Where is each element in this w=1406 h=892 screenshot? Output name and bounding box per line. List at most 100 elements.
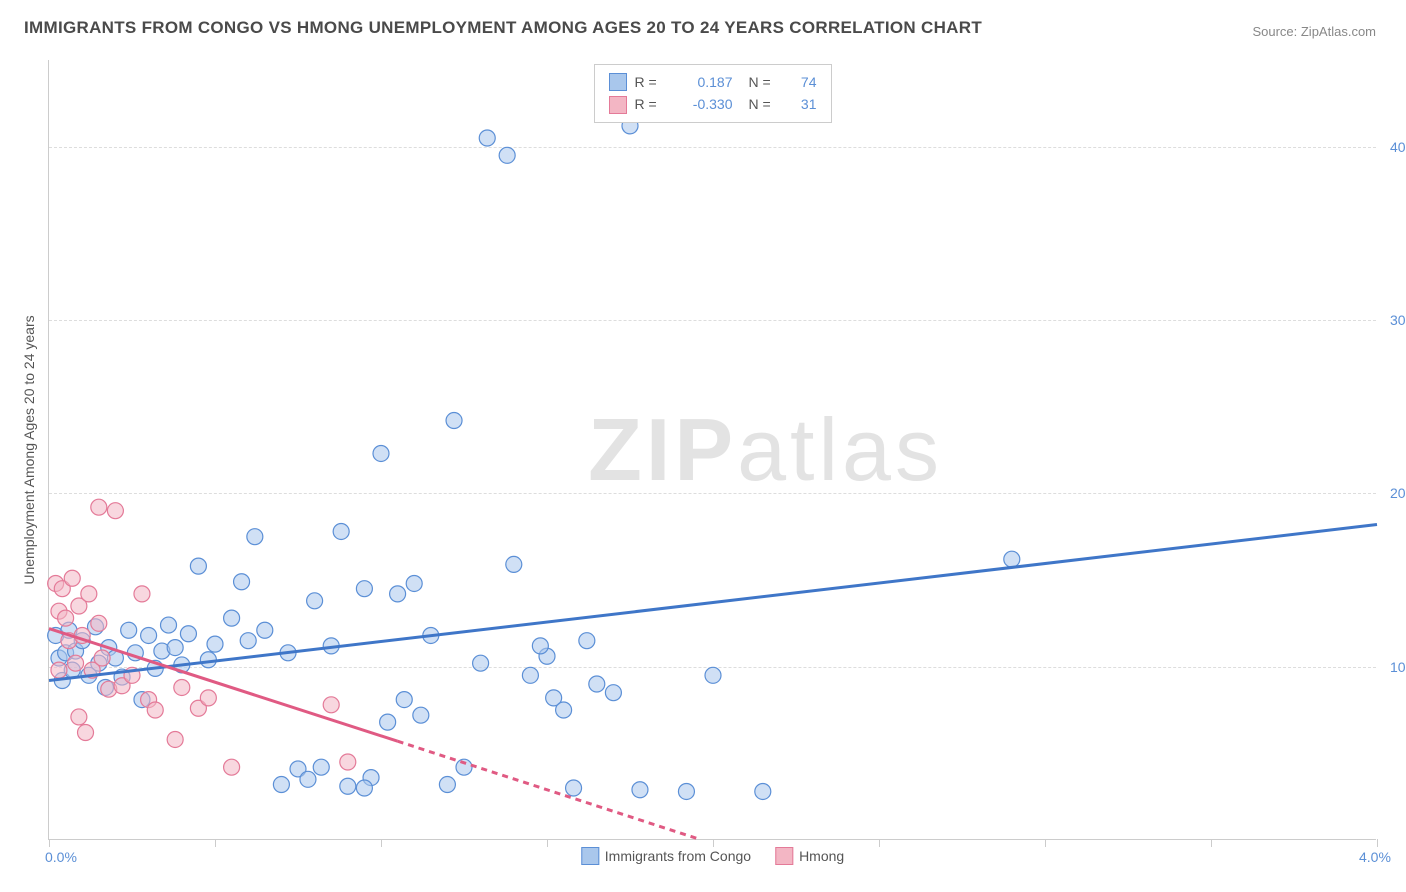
r-label: R = — [635, 93, 665, 115]
scatter-point-series-0 — [589, 676, 605, 692]
scatter-point-series-0 — [313, 759, 329, 775]
scatter-point-series-1 — [68, 655, 84, 671]
scatter-point-series-0 — [556, 702, 572, 718]
scatter-point-series-0 — [755, 783, 771, 799]
legend-item: Immigrants from Congo — [581, 847, 751, 865]
x-tick-label: 4.0% — [1359, 849, 1391, 865]
x-tick — [547, 839, 548, 847]
scatter-point-series-1 — [58, 610, 74, 626]
scatter-point-series-0 — [190, 558, 206, 574]
scatter-point-series-1 — [224, 759, 240, 775]
scatter-point-series-0 — [247, 529, 263, 545]
scatter-point-series-1 — [51, 662, 67, 678]
scatter-point-series-0 — [224, 610, 240, 626]
scatter-point-series-1 — [81, 586, 97, 602]
scatter-point-series-0 — [632, 782, 648, 798]
r-label: R = — [635, 71, 665, 93]
n-label: N = — [749, 71, 779, 93]
legend-swatch — [775, 847, 793, 865]
scatter-point-series-1 — [134, 586, 150, 602]
scatter-point-series-0 — [605, 685, 621, 701]
scatter-point-series-0 — [356, 780, 372, 796]
trend-line-series-0 — [49, 525, 1377, 681]
r-value: 0.187 — [673, 71, 733, 93]
scatter-point-series-1 — [64, 570, 80, 586]
x-tick — [1377, 839, 1378, 847]
scatter-point-series-0 — [340, 778, 356, 794]
scatter-point-series-0 — [180, 626, 196, 642]
x-tick — [381, 839, 382, 847]
scatter-point-series-1 — [71, 709, 87, 725]
r-value: -0.330 — [673, 93, 733, 115]
scatter-point-series-0 — [406, 575, 422, 591]
x-tick — [713, 839, 714, 847]
scatter-point-series-0 — [678, 783, 694, 799]
scatter-point-series-1 — [200, 690, 216, 706]
scatter-point-series-0 — [446, 413, 462, 429]
scatter-point-series-1 — [340, 754, 356, 770]
scatter-point-series-0 — [439, 777, 455, 793]
scatter-point-series-0 — [532, 638, 548, 654]
scatter-point-series-0 — [257, 622, 273, 638]
x-tick-label: 0.0% — [45, 849, 77, 865]
chart-svg — [49, 60, 1376, 839]
scatter-point-series-1 — [147, 702, 163, 718]
scatter-point-series-0 — [167, 640, 183, 656]
scatter-point-series-0 — [356, 581, 372, 597]
scatter-point-series-0 — [161, 617, 177, 633]
x-tick — [1045, 839, 1046, 847]
y-tick-label: 40.0% — [1390, 139, 1406, 155]
stats-row: R = 0.187 N = 74 — [609, 71, 817, 93]
scatter-point-series-0 — [141, 627, 157, 643]
scatter-point-series-0 — [373, 445, 389, 461]
scatter-point-series-0 — [240, 633, 256, 649]
scatter-point-series-0 — [566, 780, 582, 796]
scatter-point-series-1 — [174, 679, 190, 695]
legend-swatch — [609, 73, 627, 91]
n-value: 74 — [787, 71, 817, 93]
scatter-point-series-1 — [91, 499, 107, 515]
scatter-point-series-0 — [234, 574, 250, 590]
y-axis-title: Unemployment Among Ages 20 to 24 years — [21, 315, 37, 584]
scatter-point-series-1 — [94, 650, 110, 666]
source-label: Source: ZipAtlas.com — [1252, 24, 1376, 39]
plot-area: Unemployment Among Ages 20 to 24 years Z… — [48, 60, 1376, 840]
scatter-point-series-0 — [390, 586, 406, 602]
stats-box: R = 0.187 N = 74 R = -0.330 N = 31 — [594, 64, 832, 123]
scatter-point-series-0 — [579, 633, 595, 649]
n-label: N = — [749, 93, 779, 115]
scatter-point-series-1 — [323, 697, 339, 713]
legend-item: Hmong — [775, 847, 844, 865]
x-tick — [1211, 839, 1212, 847]
y-tick-label: 10.0% — [1390, 659, 1406, 675]
scatter-point-series-1 — [91, 615, 107, 631]
scatter-point-series-0 — [273, 777, 289, 793]
chart-title: IMMIGRANTS FROM CONGO VS HMONG UNEMPLOYM… — [24, 18, 982, 38]
legend-label: Immigrants from Congo — [605, 848, 751, 864]
scatter-point-series-0 — [522, 667, 538, 683]
scatter-point-series-1 — [107, 503, 123, 519]
scatter-point-series-0 — [479, 130, 495, 146]
n-value: 31 — [787, 93, 817, 115]
scatter-point-series-0 — [506, 556, 522, 572]
x-tick — [49, 839, 50, 847]
x-tick — [215, 839, 216, 847]
bottom-legend: Immigrants from Congo Hmong — [581, 847, 844, 865]
scatter-point-series-0 — [333, 523, 349, 539]
y-tick-label: 20.0% — [1390, 485, 1406, 501]
scatter-point-series-0 — [396, 692, 412, 708]
legend-swatch — [609, 96, 627, 114]
scatter-point-series-0 — [207, 636, 223, 652]
scatter-point-series-1 — [167, 731, 183, 747]
stats-row: R = -0.330 N = 31 — [609, 93, 817, 115]
scatter-point-series-0 — [499, 147, 515, 163]
legend-label: Hmong — [799, 848, 844, 864]
scatter-point-series-0 — [473, 655, 489, 671]
x-tick — [879, 839, 880, 847]
scatter-point-series-0 — [121, 622, 137, 638]
scatter-point-series-0 — [307, 593, 323, 609]
scatter-point-series-1 — [78, 725, 94, 741]
scatter-point-series-0 — [1004, 551, 1020, 567]
scatter-point-series-0 — [705, 667, 721, 683]
scatter-point-series-0 — [300, 771, 316, 787]
